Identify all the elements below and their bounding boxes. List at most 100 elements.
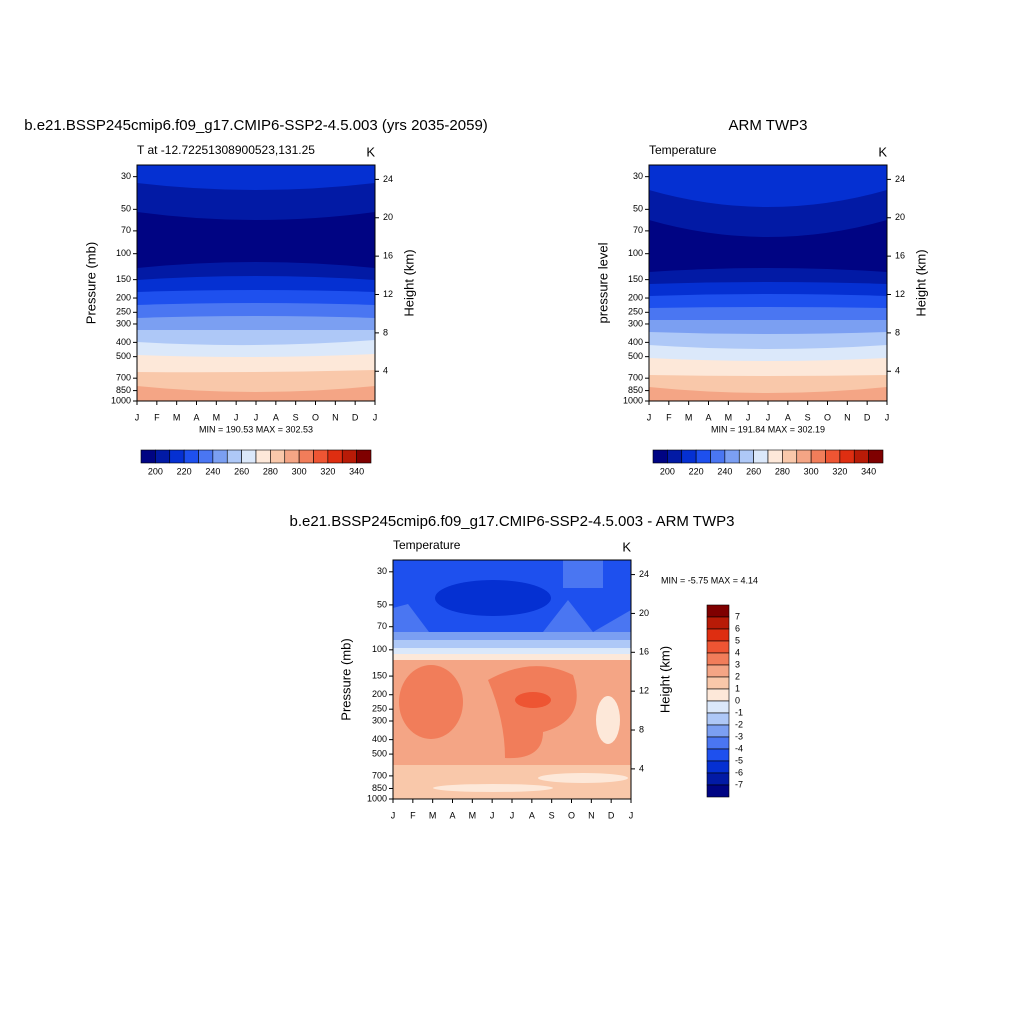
y-tick-label: 70	[121, 225, 131, 235]
colorbar-box	[255, 449, 271, 464]
colorbar-label: 320	[832, 466, 847, 476]
colorbar-label: 280	[775, 466, 790, 476]
colorbar-label: 320	[320, 466, 335, 476]
y-tick-label: 400	[372, 734, 387, 744]
y-tick-label: 200	[116, 292, 131, 302]
colorbar-label: -1	[735, 707, 743, 717]
x-tick-label: S	[293, 412, 299, 422]
colorbar-box	[706, 772, 730, 786]
colorbar-box	[212, 449, 228, 464]
y-tick-label: 850	[628, 385, 643, 395]
colorbar-box	[706, 640, 730, 654]
y2-tick-label: 20	[383, 212, 393, 222]
colorbar-label: 240	[205, 466, 220, 476]
colorbar-box	[706, 676, 730, 690]
x-tick-label: D	[864, 412, 871, 422]
contour-fill	[649, 165, 887, 401]
x-tick-label: M	[213, 412, 221, 422]
colorbar-label: 1	[735, 683, 740, 693]
y-tick-label: 200	[372, 689, 387, 699]
colorbar-label: -2	[735, 719, 743, 729]
contour-region	[649, 387, 887, 401]
contour-region	[393, 648, 631, 654]
x-tick-label: O	[824, 412, 831, 422]
x-tick-label: J	[746, 412, 751, 422]
colorbar-box	[341, 449, 357, 464]
colorbar-label: 5	[735, 635, 740, 645]
panel-title: b.e21.BSSP245cmip6.f09_g17.CMIP6-SSP2-4.…	[24, 117, 488, 134]
y-tick-label: 250	[372, 704, 387, 714]
y2-tick-label: 4	[639, 763, 644, 773]
y2-tick-label: 24	[895, 174, 905, 184]
contour-region	[399, 665, 463, 739]
y-tick-label: 850	[372, 783, 387, 793]
x-tick-label: M	[685, 412, 693, 422]
y-tick-label: 300	[116, 318, 131, 328]
colorbar-label: 220	[689, 466, 704, 476]
x-tick-label: M	[429, 810, 437, 820]
y2-axis-label: Height (km)	[657, 646, 672, 713]
contour-region	[538, 773, 628, 783]
x-tick-label: J	[885, 412, 890, 422]
stats-label: MIN = -5.75 MAX = 4.14	[661, 575, 758, 585]
colorbar-box	[706, 724, 730, 738]
y2-tick-label: 16	[383, 251, 393, 261]
colorbar-box	[706, 616, 730, 630]
x-tick-label: N	[332, 412, 339, 422]
colorbar-label: 7	[735, 611, 740, 621]
colorbar-label: -5	[735, 755, 743, 765]
colorbar-label: 220	[177, 466, 192, 476]
colorbar-box	[796, 449, 812, 464]
y-tick-label: 500	[628, 351, 643, 361]
colorbar-box	[706, 760, 730, 774]
contour-region	[433, 784, 553, 792]
x-tick-label: M	[469, 810, 477, 820]
colorbar-box	[724, 449, 740, 464]
x-tick-label: S	[805, 412, 811, 422]
y2-tick-label: 8	[895, 327, 900, 337]
x-tick-label: D	[608, 810, 615, 820]
y-tick-label: 100	[372, 644, 387, 654]
x-tick-label: D	[352, 412, 359, 422]
y-tick-label: 1000	[367, 793, 387, 803]
colorbar-box	[169, 449, 185, 464]
panel-title: b.e21.BSSP245cmip6.f09_g17.CMIP6-SSP2-4.…	[290, 513, 735, 530]
y-tick-label: 250	[116, 307, 131, 317]
colorbar-box	[327, 449, 343, 464]
colorbar-box	[853, 449, 869, 464]
colorbar-box	[868, 449, 884, 464]
y2-tick-label: 16	[895, 251, 905, 261]
colorbar-box	[810, 449, 826, 464]
colorbar-label: 300	[292, 466, 307, 476]
x-tick-label: M	[173, 412, 181, 422]
colorbar-label: -3	[735, 731, 743, 741]
y2-tick-label: 16	[639, 647, 649, 657]
colorbar-box	[706, 712, 730, 726]
y-tick-label: 100	[116, 248, 131, 258]
y2-axis-label: Height (km)	[913, 249, 928, 316]
colorbar-box	[753, 449, 769, 464]
colorbar-label: 260	[746, 466, 761, 476]
colorbar-label: 280	[263, 466, 278, 476]
colorbar-box	[782, 449, 798, 464]
y-tick-label: 70	[633, 225, 643, 235]
y-axis-label: Pressure (mb)	[338, 638, 353, 720]
colorbar-box	[706, 628, 730, 642]
y-tick-label: 150	[628, 274, 643, 284]
left-label: Temperature	[393, 538, 461, 552]
right-label: K	[366, 144, 375, 159]
colorbar-label: 2	[735, 671, 740, 681]
x-tick-label: J	[629, 810, 634, 820]
colorbar-label: 0	[735, 695, 740, 705]
y2-tick-label: 12	[383, 289, 393, 299]
colorbar-label: 240	[717, 466, 732, 476]
colorbar-label: 260	[234, 466, 249, 476]
colorbar-box	[241, 449, 257, 464]
colorbar-label: 4	[735, 647, 740, 657]
colorbar-box	[667, 449, 683, 464]
colorbar-box	[767, 449, 783, 464]
y2-tick-label: 24	[639, 569, 649, 579]
colorbar-box	[706, 700, 730, 714]
colorbar-label: 200	[660, 466, 675, 476]
colorbar-box	[183, 449, 199, 464]
